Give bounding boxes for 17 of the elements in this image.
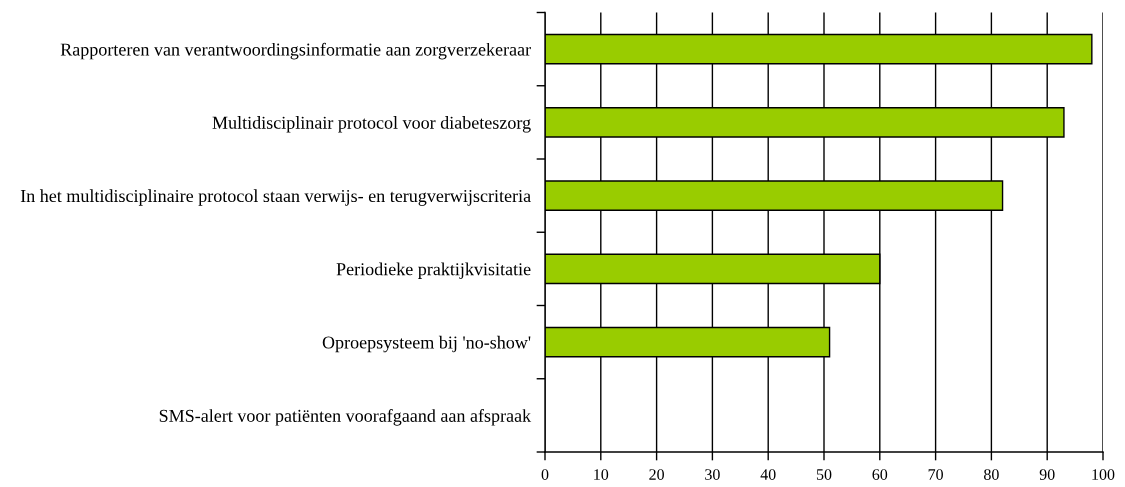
- y-tick-label: Multidisciplinair protocol voor diabeteszorg: [212, 116, 531, 133]
- x-tick-label: 80: [984, 469, 999, 480]
- y-tick-label: SMS-alert voor patiënten voorafgaand aan afspraak: [159, 409, 532, 426]
- x-tick-label: 100: [1092, 469, 1115, 480]
- x-tick-label: 60: [872, 469, 888, 480]
- x-tick-label: 40: [760, 469, 776, 480]
- x-tick-label: 70: [928, 469, 943, 480]
- x-tick-label: 50: [816, 469, 832, 480]
- x-tick-label: 30: [705, 469, 720, 480]
- x-tick-label: 0: [541, 469, 549, 480]
- y-tick-label: Rapporteren van verantwoordingsinformatie aan zorgverzekeraar: [60, 42, 531, 60]
- x-tick-label: 90: [1039, 469, 1055, 480]
- y-tick-label: Periodieke praktijkvisitatie: [336, 262, 531, 279]
- x-tick-label: 20: [649, 469, 664, 480]
- y-tick-label: In het multidisciplinaire protocol staan verwijs- en terugverwijscriteria: [20, 189, 531, 206]
- y-tick-label: Oproepsysteem bij 'no-show': [322, 335, 531, 353]
- x-tick-label: 10: [594, 469, 609, 480]
